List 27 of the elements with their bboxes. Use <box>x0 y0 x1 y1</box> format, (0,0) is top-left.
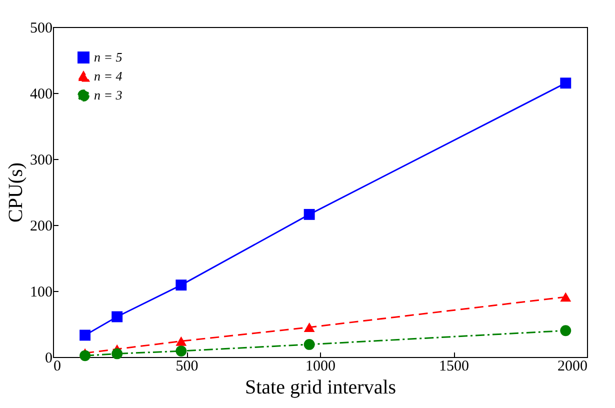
point <box>112 311 123 322</box>
point <box>176 280 187 291</box>
legend-label: n = 5 <box>94 50 123 64</box>
point <box>80 330 91 341</box>
legend-label: n = 4 <box>94 68 123 84</box>
y-tick-label: 300 <box>30 152 52 168</box>
point <box>560 292 572 302</box>
y-tick-label: 400 <box>30 86 52 102</box>
y-tick-label: 200 <box>30 218 52 234</box>
legend-label: n = 3 <box>94 88 123 102</box>
x-tick-label: 2000 <box>558 358 588 374</box>
x-axis-title: State grid intervals <box>244 376 396 398</box>
point <box>80 350 91 362</box>
point <box>560 78 572 89</box>
y-axis-title: CPU(s) <box>5 162 27 223</box>
x-tick-label: 1500 <box>439 358 469 374</box>
point <box>176 336 187 346</box>
point <box>304 338 315 350</box>
point <box>560 325 572 336</box>
point <box>304 322 315 332</box>
x-tick-label: 500 <box>176 358 198 374</box>
y-tick-label: 500 <box>30 20 52 36</box>
point <box>304 208 315 220</box>
point <box>176 346 187 357</box>
x-tick-label: 1000 <box>306 358 336 374</box>
point <box>112 348 123 360</box>
y-tick-label: 100 <box>30 284 52 300</box>
